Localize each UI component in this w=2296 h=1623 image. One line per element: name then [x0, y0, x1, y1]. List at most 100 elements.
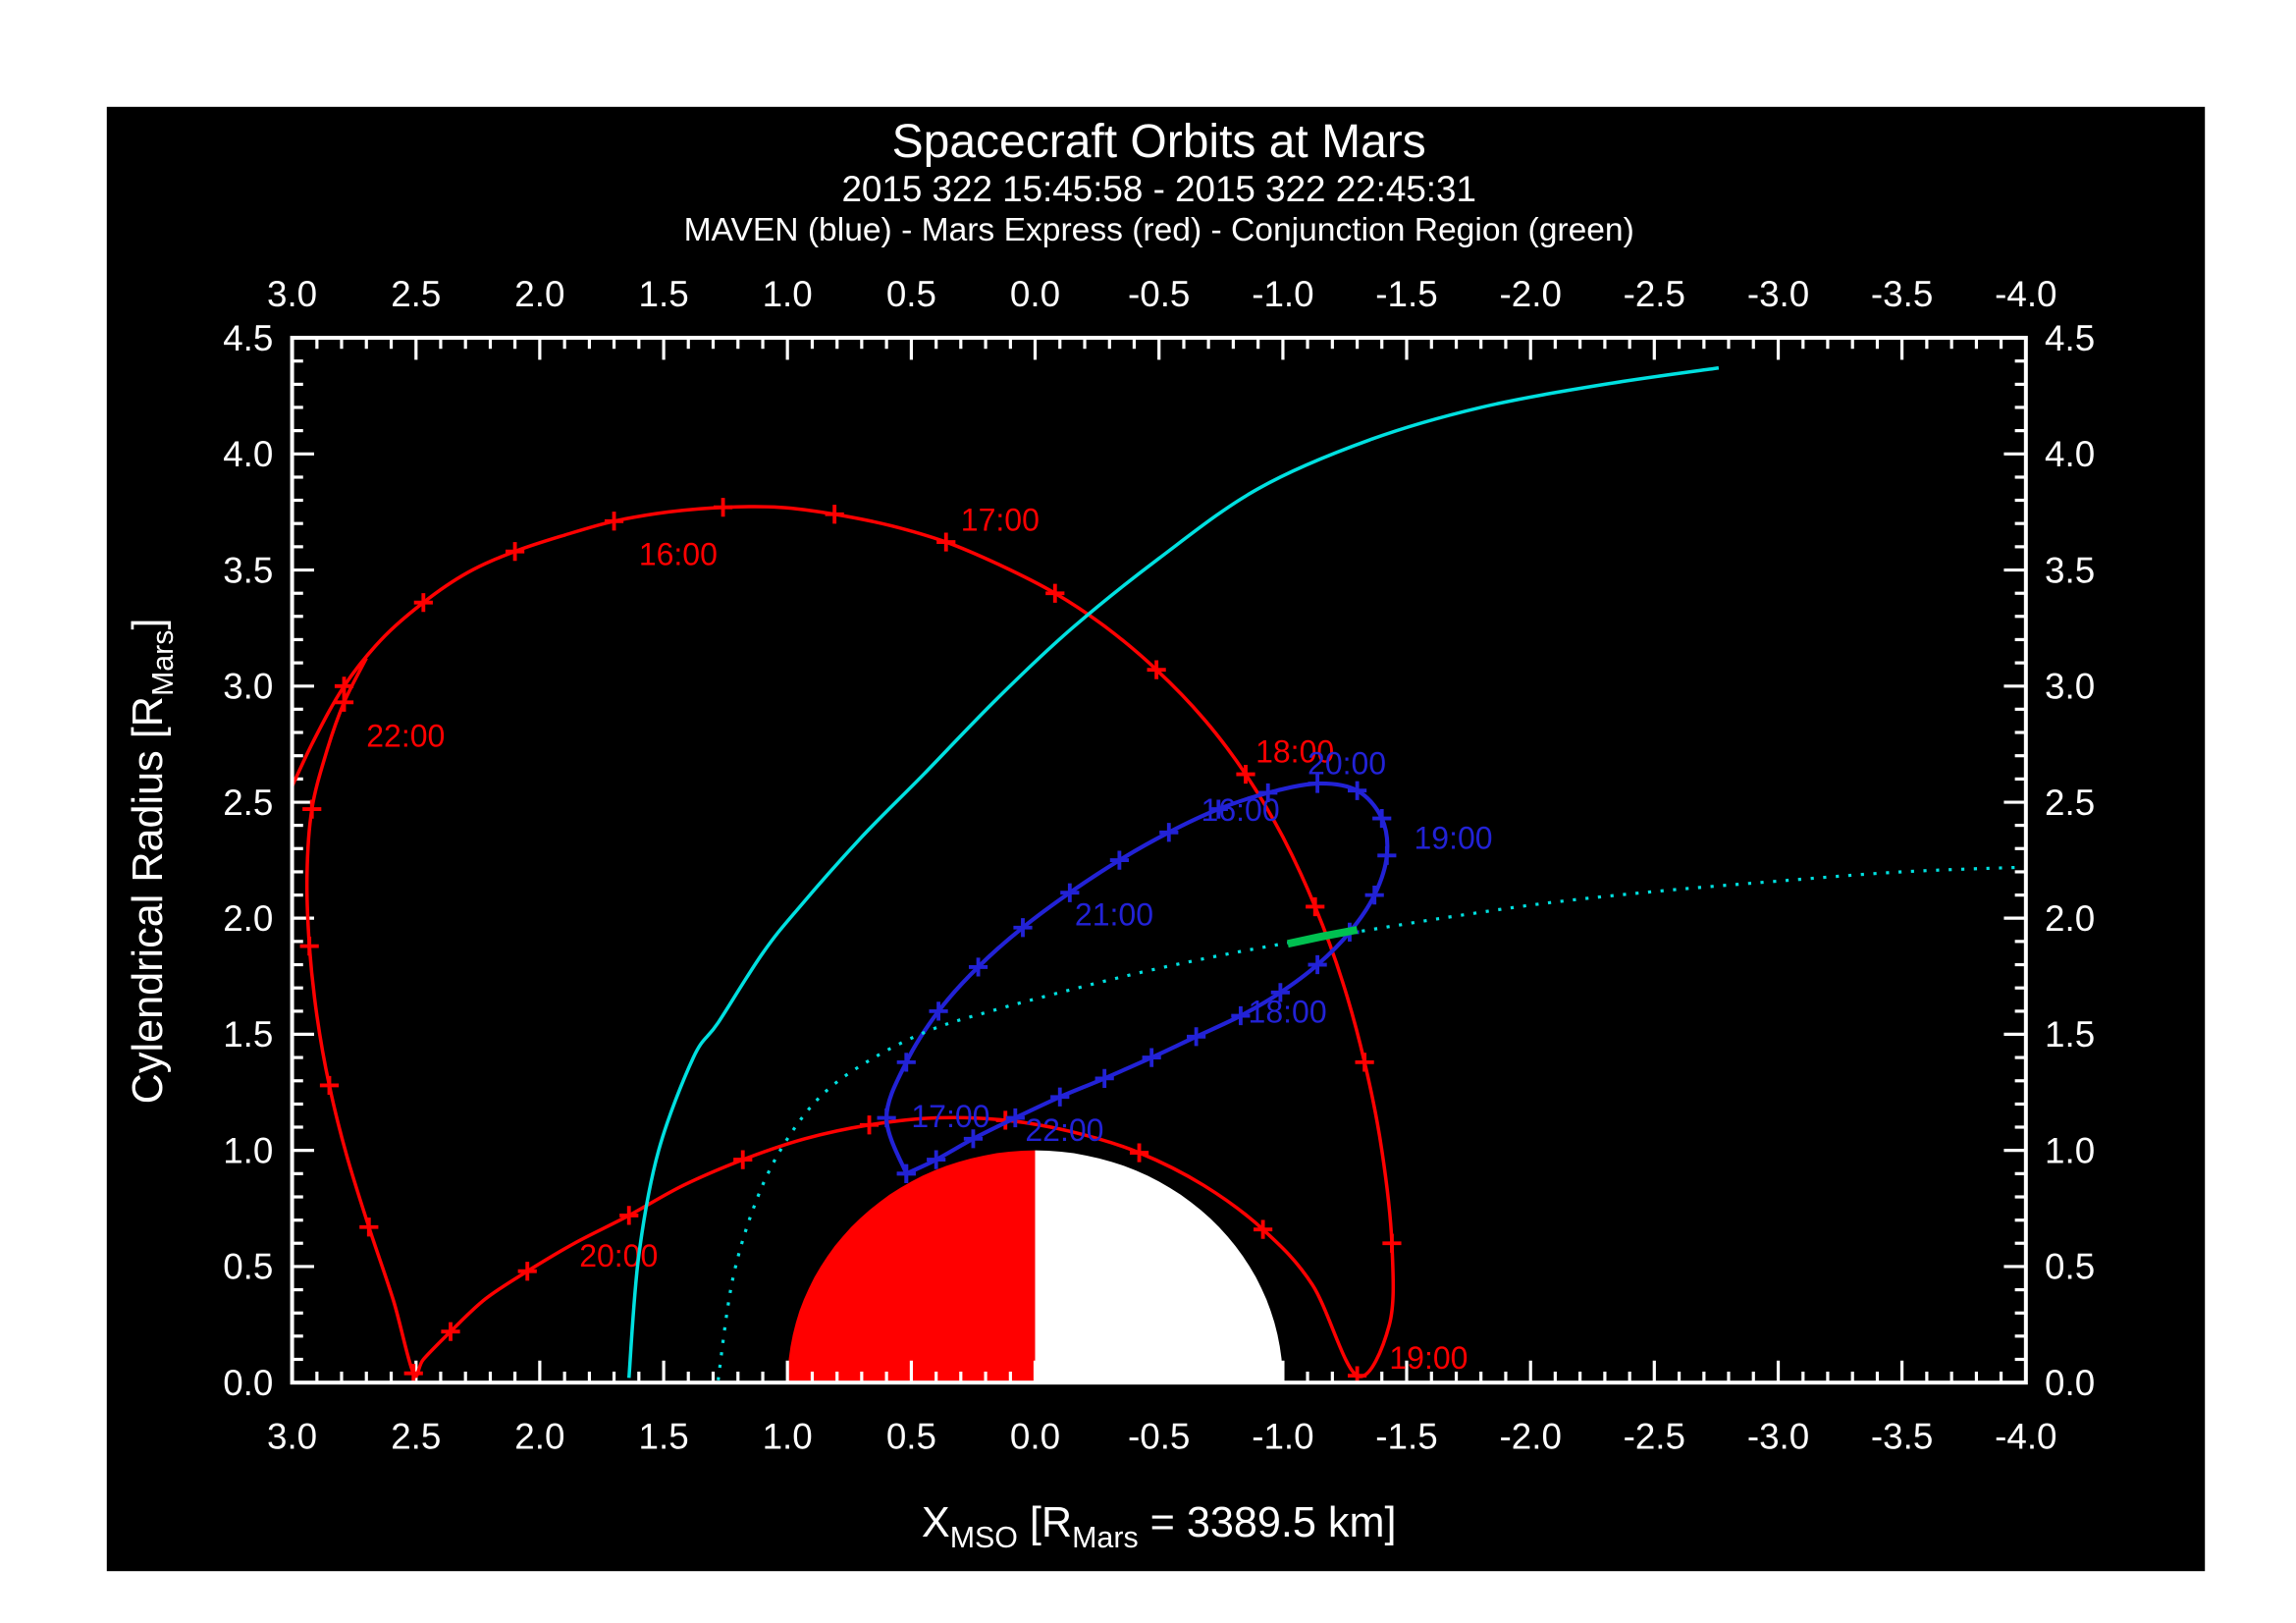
mars-express-time-marker: [1147, 660, 1166, 679]
y-tick-label-right: 4.5: [2045, 318, 2095, 358]
y-tick-label-left: 3.5: [223, 550, 273, 590]
x-tick-label-top: -1.5: [1375, 274, 1437, 314]
mars-express-time-marker: [936, 532, 956, 552]
maven-time-marker: [968, 957, 988, 977]
maven-time-marker: [877, 1108, 896, 1128]
x-tick-label-bottom: 3.0: [267, 1416, 317, 1456]
maven-time-marker: [1208, 799, 1228, 819]
x-tick-label-top: 0.0: [1010, 274, 1060, 314]
y-axis-label-subscript: Mars: [146, 629, 180, 696]
y-tick-label-left: 4.5: [223, 318, 273, 358]
y-tick-label-right: 0.0: [2045, 1363, 2095, 1403]
mars-express-time-marker: [359, 1217, 379, 1237]
mars-express-time-marker: [319, 1075, 340, 1096]
x-tick-label-top: 3.0: [267, 274, 317, 314]
mars-express-time-marker: [733, 1150, 753, 1169]
series-mars-express: 16:00 17:00 18:00 19:00 20:00 22:00: [292, 498, 1468, 1383]
mars-express-time-marker: [1129, 1143, 1149, 1163]
chart-subtitle: 2015 322 15:45:58 - 2015 322 22:45:31: [841, 169, 1476, 209]
mars-express-time-marker: [859, 1115, 880, 1135]
y-axis-label-main: Cylendrical Radius [R: [125, 696, 172, 1104]
mars-express-time-label: 16:00: [639, 537, 718, 572]
maven-time-label: 22:00: [1025, 1112, 1103, 1148]
y-axis-label-end: ]: [125, 618, 172, 629]
maven-time-marker: [1095, 1068, 1114, 1088]
mars-express-time-marker: [1236, 764, 1255, 784]
chart-legend-line: MAVEN (blue) - Mars Express (red) - Conj…: [684, 212, 1634, 248]
mars-express-time-marker: [1382, 1233, 1402, 1253]
maven-time-marker: [1308, 954, 1327, 975]
x-tick-label-top: -2.5: [1624, 274, 1685, 314]
x-tick-label-top: -4.0: [1995, 274, 2056, 314]
y-tick-label-left: 0.0: [223, 1363, 273, 1403]
x-tick-label-bottom: 1.0: [763, 1416, 813, 1456]
mars-disk: [787, 1150, 1283, 1383]
series-maven: 20:00 16:00 19:00 21:00 18:00 17:00 22:00: [877, 746, 1493, 1183]
mars-express-time-marker: [604, 512, 624, 531]
x-tick-label-top: -1.0: [1252, 274, 1313, 314]
x-tick-label-top: -2.0: [1500, 274, 1562, 314]
maven-time-marker: [1231, 1005, 1251, 1026]
y-tick-label-left: 3.0: [223, 667, 273, 707]
x-tick-label-bottom: -4.0: [1995, 1416, 2056, 1456]
y-tick-label-right: 3.0: [2045, 667, 2095, 707]
y-tick-label-right: 0.5: [2045, 1247, 2095, 1287]
mars-express-time-marker: [825, 505, 844, 524]
maven-time-marker: [1013, 918, 1033, 938]
maven-time-marker: [1364, 886, 1384, 905]
y-tick-label-left: 1.0: [223, 1130, 273, 1170]
mars-express-time-marker: [505, 542, 525, 562]
pileup-boundary-path: [717, 865, 2026, 1380]
mars-express-time-label: 18:00: [1255, 734, 1334, 770]
y-tick-label-right: 3.5: [2045, 550, 2095, 590]
maven-time-marker: [1372, 808, 1392, 829]
mars-express-time-marker: [299, 937, 319, 956]
x-tick-label-bottom: -3.5: [1871, 1416, 1933, 1456]
y-tick-label-left: 4.0: [223, 434, 273, 474]
maven-time-label: 16:00: [1201, 792, 1280, 828]
x-tick-label-bottom: 2.5: [391, 1416, 441, 1456]
mars-express-time-marker: [1306, 896, 1325, 917]
series-bow-shock: [626, 366, 1720, 1379]
maven-time-marker: [1142, 1048, 1161, 1067]
maven-time-marker: [1270, 983, 1290, 1002]
maven-time-marker: [1109, 850, 1129, 870]
maven-time-marker: [963, 1129, 984, 1149]
maven-time-marker: [1258, 783, 1278, 803]
mars-dayside: [787, 1150, 1036, 1383]
mars-express-time-label: 17:00: [961, 502, 1040, 537]
mars-express-time-marker: [1254, 1219, 1273, 1239]
x-tick-label-top: 2.5: [391, 274, 441, 314]
tick-labels: 3.0 3.0 2.5 2.5 2.0 2.0 1.5 1.5 1.0 1.0 0.5 0.5 0.0 0…: [223, 274, 2095, 1456]
maven-path: [884, 781, 1390, 1176]
y-tick-label-right: 4.0: [2045, 434, 2095, 474]
x-tick-label-top: 0.5: [886, 274, 936, 314]
y-tick-label-right: 2.0: [2045, 898, 2095, 939]
x-tick-label-bottom: 2.0: [514, 1416, 564, 1456]
mars-express-time-marker: [403, 1364, 423, 1383]
x-axis-label: XMSO [RMars = 3389.5 km]: [922, 1499, 1397, 1554]
maven-time-marker: [1377, 845, 1397, 865]
x-axis-label-subscript2: Mars: [1072, 1521, 1139, 1554]
y-tick-label-right: 2.5: [2045, 783, 2095, 823]
mars-express-time-marker: [1355, 1053, 1374, 1072]
maven-time-label: 20:00: [1308, 746, 1386, 782]
x-tick-label-bottom: -1.5: [1375, 1416, 1437, 1456]
x-tick-label-bottom: -2.0: [1500, 1416, 1562, 1456]
x-tick-label-bottom: 0.0: [1010, 1416, 1060, 1456]
y-tick-label-left: 0.5: [223, 1247, 273, 1287]
maven-time-marker: [1308, 774, 1327, 793]
mars-express-time-label: 19:00: [1389, 1340, 1468, 1376]
mars-express-time-marker: [713, 498, 733, 517]
x-tick-label-top: 2.0: [514, 274, 564, 314]
x-tick-label-bottom: -0.5: [1128, 1416, 1190, 1456]
y-tick-label-right: 1.0: [2045, 1130, 2095, 1170]
mars-express-time-marker: [441, 1322, 460, 1341]
mars-express-time-marker: [1045, 583, 1065, 603]
bow-shock-path: [626, 366, 1720, 1379]
x-tick-label-top: 1.5: [639, 274, 689, 314]
mars-express-time-marker: [517, 1262, 537, 1281]
x-tick-label-top: -3.5: [1871, 274, 1933, 314]
series-pileup-boundary: [717, 865, 2026, 1380]
mars-express-time-marker: [302, 799, 322, 819]
